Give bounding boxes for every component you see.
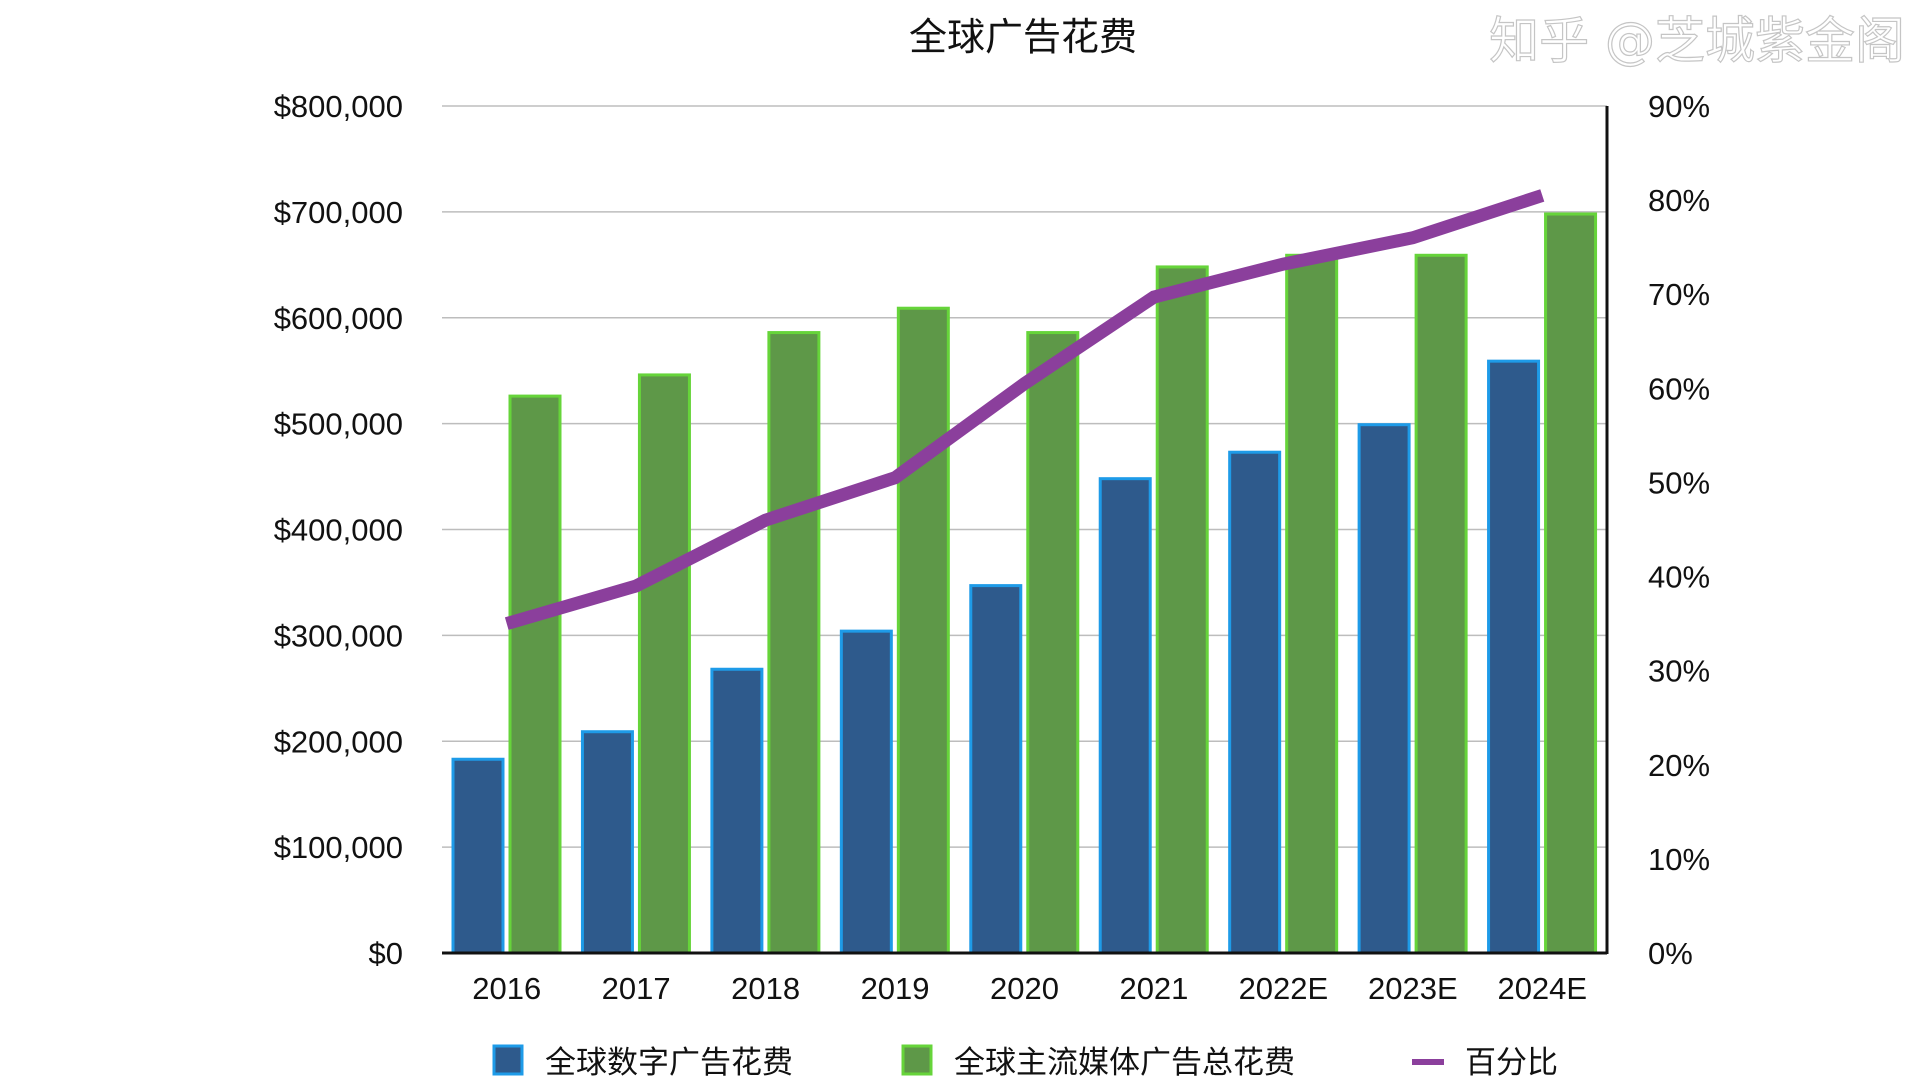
bar-mainstream	[1285, 253, 1339, 955]
y-right-tick-label: 30%	[1648, 654, 1710, 689]
bar-mainstream	[896, 306, 950, 955]
bar-mainstream	[767, 331, 821, 955]
x-tick-label: 2016	[472, 971, 541, 1006]
y-left-tick-label: $200,000	[274, 724, 403, 759]
y-left-tick-label: $100,000	[274, 830, 403, 865]
x-tick-label: 2022E	[1239, 971, 1329, 1006]
legend-swatch-digital	[492, 1044, 524, 1076]
bar-digital	[1228, 450, 1282, 955]
y-right-tick-label: 20%	[1648, 748, 1710, 783]
x-tick-label: 2018	[731, 971, 800, 1006]
bar-digital	[839, 629, 893, 955]
legend-swatch-mainstream	[901, 1044, 933, 1076]
y-left-tick-label: $0	[369, 936, 403, 971]
axes	[442, 106, 1609, 955]
bars	[451, 212, 1598, 955]
y-right-tick-label: 0%	[1648, 936, 1693, 971]
bar-mainstream	[508, 394, 562, 955]
percent-line	[504, 189, 1545, 630]
chart-title: 全球广告花费	[909, 15, 1137, 59]
x-tick-label: 2020	[990, 971, 1059, 1006]
legend-label-percent: 百分比	[1465, 1045, 1558, 1080]
bar-mainstream	[637, 373, 691, 955]
bar-digital	[451, 757, 505, 955]
x-tick-label: 2017	[602, 971, 671, 1006]
x-tick-label: 2021	[1119, 971, 1188, 1006]
y-right-tick-label: 90%	[1648, 89, 1710, 124]
y-right-tick-label: 50%	[1648, 465, 1710, 500]
bar-mainstream	[1414, 253, 1468, 955]
bar-mainstream	[1544, 212, 1598, 955]
y-left-tick-label: $400,000	[274, 513, 403, 548]
gridlines	[442, 105, 1607, 848]
legend: 全球数字广告花费 全球主流媒体广告总花费 百分比	[492, 1044, 1558, 1080]
bar-mainstream	[1155, 265, 1209, 955]
y-left-tick-label: $600,000	[274, 301, 403, 336]
y-right-tick-label: 70%	[1648, 277, 1710, 312]
tick-labels: $0 $100,000 $200,000 $300,000 $400,000 $500,0…	[274, 89, 1710, 1006]
bar-digital	[710, 667, 764, 955]
y-left-tick-label: $500,000	[274, 407, 403, 442]
x-tick-label: 2019	[861, 971, 930, 1006]
y-right-tick-label: 10%	[1648, 842, 1710, 877]
bar-digital	[1487, 359, 1541, 955]
y-right-tick-label: 40%	[1648, 560, 1710, 595]
bar-mainstream	[1026, 331, 1080, 955]
bar-digital	[580, 730, 634, 955]
y-left-tick-label: $800,000	[274, 89, 403, 124]
x-tick-label: 2024E	[1497, 971, 1587, 1006]
bar-digital	[1357, 423, 1411, 955]
legend-label-digital: 全球数字广告花费	[545, 1045, 793, 1080]
y-right-tick-label: 80%	[1648, 183, 1710, 218]
y-right-tick-label: 60%	[1648, 371, 1710, 406]
watermark: 知乎 @芝城紫金阁	[1489, 12, 1905, 70]
bar-digital	[1098, 477, 1152, 955]
bar-digital	[969, 584, 1023, 955]
y-left-tick-label: $300,000	[274, 618, 403, 653]
y-left-tick-label: $700,000	[274, 195, 403, 230]
x-tick-label: 2023E	[1368, 971, 1458, 1006]
legend-label-mainstream: 全球主流媒体广告总花费	[954, 1045, 1295, 1080]
